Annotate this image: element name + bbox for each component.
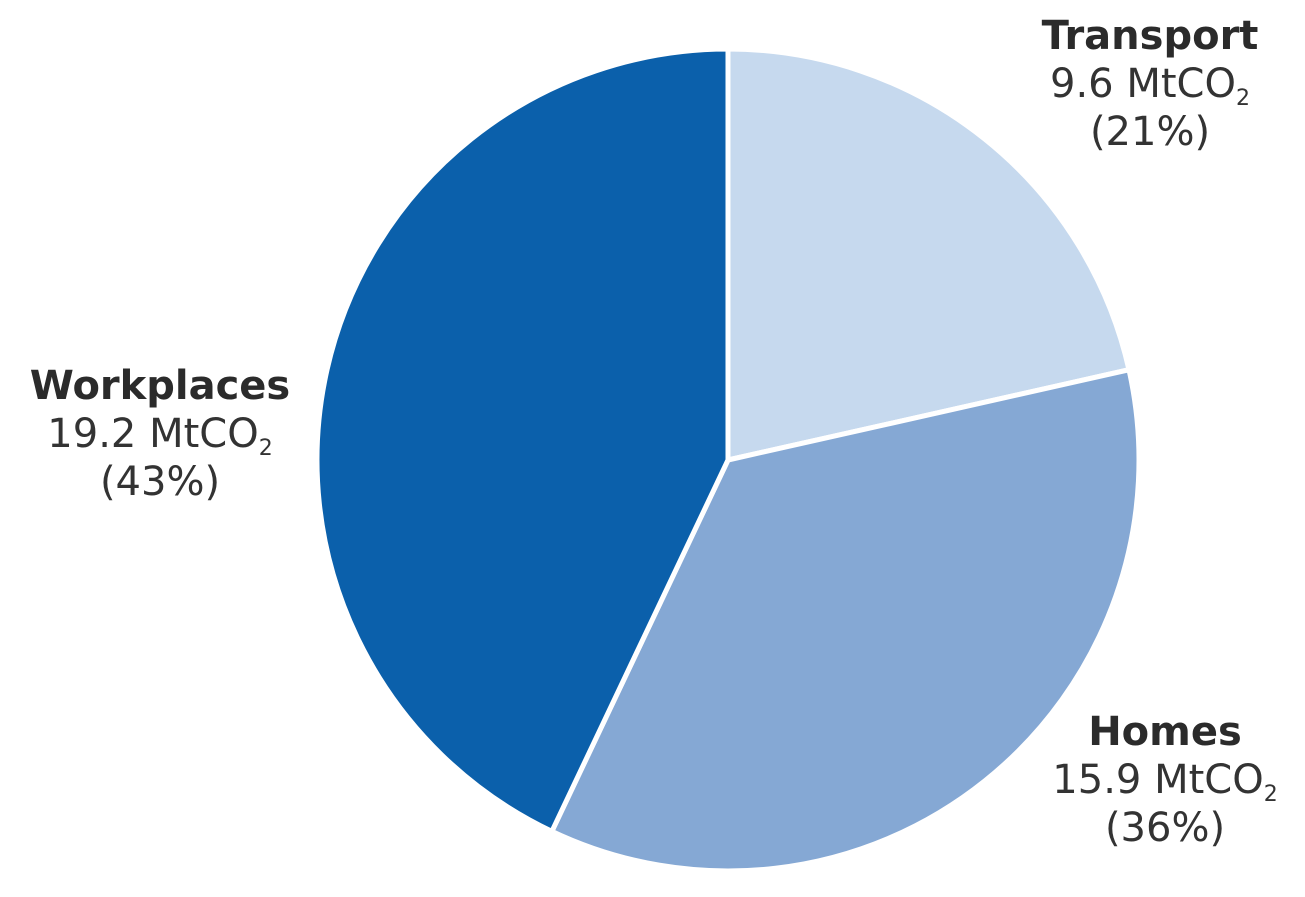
slice-name-workplaces: Workplaces xyxy=(29,363,291,409)
slice-label-homes: Homes 15.9 MtCO2 (36%) xyxy=(1020,708,1305,852)
slice-label-workplaces: Workplaces 19.2 MtCO2 (43%) xyxy=(0,362,320,506)
slice-value-homes: 15.9 MtCO2 xyxy=(1052,757,1278,807)
slice-value-workplaces: 19.2 MtCO2 xyxy=(47,411,273,461)
slice-name-homes: Homes xyxy=(1088,709,1242,755)
slice-label-transport: Transport 9.6 MtCO2 (21%) xyxy=(995,12,1305,156)
pie-slice-workplaces xyxy=(314,46,731,834)
slice-percent-workplaces: (43%) xyxy=(99,459,221,505)
pie-slice-homes xyxy=(549,367,1142,874)
slice-percent-homes: (36%) xyxy=(1104,805,1226,851)
pie-slice-transport xyxy=(725,46,1132,463)
slice-percent-transport: (21%) xyxy=(1089,109,1211,155)
slice-value-transport: 9.6 MtCO2 xyxy=(1050,61,1250,111)
slice-name-transport: Transport xyxy=(1041,13,1259,59)
